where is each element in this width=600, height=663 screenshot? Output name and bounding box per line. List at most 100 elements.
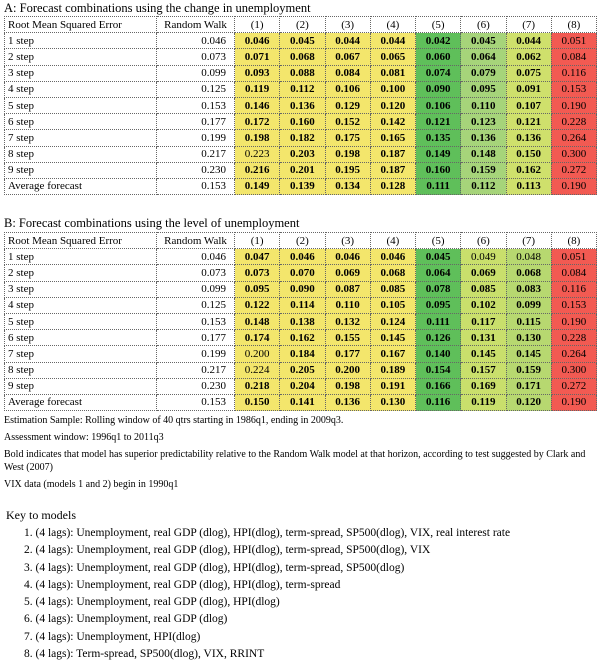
model-cell: 0.114 [279,296,326,314]
note: Assessment window: 1996q1 to 2011q3 [4,432,164,443]
table-row: 9 step 0.230 0.216 0.201 0.195 0.187 0.160 0.15… [4,161,598,179]
random-walk-cell: 0.153 [156,393,235,412]
model-cell: 0.171 [505,377,552,395]
model-cell: 0.106 [414,96,462,115]
model-cell: 0.223 [233,145,281,163]
model-cell: 0.191 [369,377,417,395]
model-cell: 0.113 [505,177,552,196]
random-walk-cell: 0.199 [156,129,235,147]
key-item: 6. (4 lags): Unemployment, real GDP (dlo… [24,613,228,626]
model-cell: 0.175 [324,129,371,147]
header-row: Root Mean Squared Error Random Walk (1) (2)… [4,15,598,34]
model-cell: 0.140 [414,345,462,363]
model-cell: 0.119 [460,393,507,412]
panel-title: A: Forecast combinations using the chang… [4,1,311,15]
model-cell: 0.198 [324,377,371,395]
model-cell: 0.205 [279,361,326,379]
model-cell: 0.065 [369,48,417,66]
random-walk-cell: 0.046 [156,248,235,266]
model-cell: 0.116 [550,280,598,298]
note: Bold indicates that model has superior p… [4,449,586,473]
model-cell: 0.119 [233,80,281,98]
model-cell: 0.090 [414,80,462,98]
model-cell: 0.218 [233,377,281,395]
model-cell: 0.093 [233,64,281,82]
model-cell: 0.071 [233,48,281,66]
model-cell: 0.146 [233,96,281,115]
random-walk-cell: 0.230 [156,161,235,179]
table-row: 8 step 0.217 0.223 0.203 0.198 0.187 0.149 0.14… [4,145,598,163]
model-cell: 0.272 [550,161,598,179]
model-cell: 0.145 [369,329,417,347]
model-cell: 0.136 [460,129,507,147]
column-header: (5) [414,231,462,250]
key-item: 4. (4 lags): Unemployment, real GDP (dlo… [24,578,341,591]
row-label: 9 step [4,377,157,395]
model-cell: 0.064 [460,48,507,66]
table-row: Average forecast 0.153 0.150 0.141 0.136 0.13… [4,393,598,412]
model-cell: 0.060 [414,48,462,66]
model-cell: 0.198 [233,129,281,147]
column-header: (3) [324,15,371,34]
row-label: 3 step [4,64,157,82]
note: Estimation Sample: Rolling window of 40 … [4,415,344,426]
model-cell: 0.145 [505,345,552,363]
model-cell: 0.142 [369,113,417,131]
row-label: Average forecast [4,393,157,412]
table-row: 3 step 0.099 0.095 0.090 0.087 0.085 0.078 0.08… [4,280,598,298]
key-item: 7. (4 lags): Unemployment, HPI(dlog) [24,630,201,643]
model-cell: 0.162 [279,329,326,347]
model-cell: 0.068 [505,264,552,282]
model-cell: 0.157 [460,361,507,379]
model-cell: 0.088 [279,64,326,82]
random-walk-cell: 0.230 [156,377,235,395]
model-cell: 0.064 [414,264,462,282]
model-cell: 0.159 [505,361,552,379]
model-cell: 0.200 [324,361,371,379]
model-cell: 0.187 [369,161,417,179]
row-label: 8 step [4,145,157,163]
row-label: 4 step [4,296,157,314]
note: VIX data (models 1 and 2) begin in 1990q… [4,479,179,490]
model-cell: 0.044 [369,32,417,50]
table-row: 6 step 0.177 0.172 0.160 0.152 0.142 0.121 0.12… [4,113,598,131]
model-cell: 0.045 [279,32,326,50]
model-cell: 0.079 [460,64,507,82]
column-header: Random Walk [156,15,235,34]
model-cell: 0.228 [550,113,598,131]
model-cell: 0.121 [505,113,552,131]
model-cell: 0.264 [550,129,598,147]
column-header: (1) [233,231,281,250]
model-cell: 0.046 [279,248,326,266]
model-cell: 0.095 [414,296,462,314]
row-label: 1 step [4,32,157,50]
column-header: Root Mean Squared Error [4,231,157,250]
column-header: (6) [460,231,507,250]
random-walk-cell: 0.046 [156,32,235,50]
model-cell: 0.046 [324,248,371,266]
model-cell: 0.272 [550,377,598,395]
table-row: 7 step 0.199 0.200 0.184 0.177 0.167 0.140 0.14… [4,345,598,363]
random-walk-cell: 0.199 [156,345,235,363]
model-cell: 0.084 [324,64,371,82]
model-cell: 0.150 [505,145,552,163]
model-cell: 0.150 [233,393,281,412]
column-header: (5) [414,15,462,34]
model-cell: 0.228 [550,329,598,347]
model-cell: 0.081 [369,64,417,82]
model-cell: 0.110 [324,296,371,314]
column-header: (1) [233,15,281,34]
model-cell: 0.051 [550,32,598,50]
model-cell: 0.116 [550,64,598,82]
model-cell: 0.190 [550,177,598,196]
random-walk-cell: 0.153 [156,96,235,115]
model-cell: 0.149 [233,177,281,196]
model-cell: 0.070 [279,264,326,282]
row-label: 8 step [4,361,157,379]
results-table: Root Mean Squared Error Random Walk (1) (2)… [4,231,598,412]
model-cell: 0.136 [279,96,326,115]
column-header: (7) [505,231,552,250]
model-cell: 0.160 [414,161,462,179]
model-cell: 0.111 [414,177,462,196]
